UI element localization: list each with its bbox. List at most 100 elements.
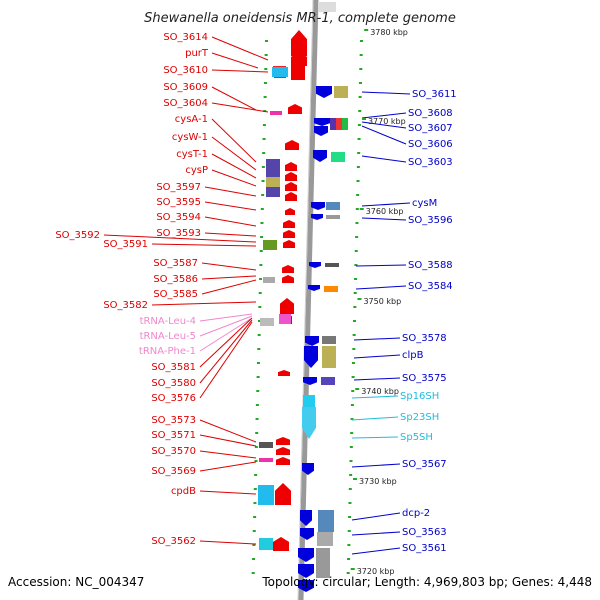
gene-label-cysp: cysP bbox=[185, 165, 208, 176]
gene-label-so_3584: SO_3584 bbox=[408, 281, 453, 292]
tick-mark-right bbox=[357, 138, 361, 140]
gene-label-so_3562: SO_3562 bbox=[151, 536, 196, 547]
tick-mark-left bbox=[261, 194, 265, 196]
tick-mark-left bbox=[257, 334, 261, 336]
gene-label-trna-leu-4: tRNA-Leu-4 bbox=[140, 316, 196, 327]
kbp-tick bbox=[352, 478, 357, 480]
gene-label-so_3610: SO_3610 bbox=[163, 65, 208, 76]
tick-mark-left bbox=[256, 390, 260, 392]
gene-label-cysw-1: cysW-1 bbox=[172, 132, 208, 143]
tick-mark-left bbox=[253, 502, 257, 504]
gene-block-magenta bbox=[270, 111, 282, 115]
gene-arrow-reverse bbox=[303, 377, 317, 385]
tick-mark-left bbox=[265, 40, 268, 42]
kbp-tick bbox=[359, 208, 364, 210]
tick-mark-left bbox=[255, 418, 259, 420]
gene-block-grey bbox=[317, 532, 333, 546]
tick-mark-left bbox=[256, 376, 260, 378]
gene-arrow-forward bbox=[291, 30, 307, 56]
tick-mark-right bbox=[350, 404, 354, 406]
gene-label-sp5sh: Sp5SH bbox=[400, 432, 433, 443]
gene-label-cyst-1: cysT-1 bbox=[176, 149, 208, 160]
gene-arrow-reverse bbox=[311, 202, 325, 210]
tick-mark-left bbox=[258, 292, 262, 294]
tick-mark-right bbox=[360, 40, 363, 42]
leader-line bbox=[211, 153, 257, 179]
gene-arrow-reverse bbox=[298, 580, 314, 592]
gene-arrow-reverse bbox=[309, 262, 321, 268]
gene-block-grey bbox=[318, 2, 336, 12]
leader-line bbox=[204, 186, 257, 197]
gene-label-so_3588: SO_3588 bbox=[408, 260, 453, 271]
tick-mark-left bbox=[256, 362, 260, 364]
gene-label-so_3563: SO_3563 bbox=[402, 527, 447, 538]
leader-line bbox=[353, 354, 401, 359]
tick-mark-left bbox=[252, 544, 256, 546]
gene-labels: SO_3614 purT SO_3610 SO_3609 SO_3604 cysA-1 cy… bbox=[55, 32, 456, 554]
leader-line bbox=[361, 125, 407, 145]
gene-arrow-forward bbox=[291, 52, 307, 66]
gene-arrow-forward bbox=[273, 537, 289, 551]
leader-line bbox=[199, 317, 253, 352]
tick-mark-left bbox=[255, 432, 259, 434]
gene-label-so_3586: SO_3586 bbox=[153, 274, 198, 285]
tick-mark-right bbox=[347, 558, 351, 560]
label-leader-lines bbox=[103, 36, 411, 555]
gene-block-pink bbox=[279, 314, 291, 324]
gene-block-grey bbox=[316, 548, 330, 578]
gene-block-green bbox=[263, 240, 277, 250]
tick-mark-right bbox=[354, 250, 358, 252]
gene-label-trna-leu-5: tRNA-Leu-5 bbox=[140, 331, 196, 342]
gene-arrow-reverse bbox=[305, 336, 319, 346]
gene-label-clpb: clpB bbox=[402, 350, 424, 361]
tick-mark-left bbox=[253, 516, 257, 518]
gene-arrow-forward bbox=[278, 370, 290, 376]
leader-line bbox=[201, 262, 257, 271]
tick-mark-right bbox=[353, 292, 357, 294]
leader-line bbox=[211, 69, 269, 73]
tick-mark-right bbox=[354, 264, 358, 266]
tick-mark-right bbox=[354, 278, 358, 280]
gene-label-so_3575: SO_3575 bbox=[402, 373, 447, 384]
gene-block-purple bbox=[266, 187, 280, 197]
gene-arrow-forward bbox=[276, 437, 290, 445]
gene-block-purple bbox=[330, 118, 336, 130]
genome-title: Shewanella oneidensis MR-1, complete gen… bbox=[144, 11, 456, 26]
gene-label-so_3591: SO_3591 bbox=[103, 239, 148, 250]
tick-mark-left bbox=[258, 320, 261, 322]
gene-block-magenta bbox=[259, 458, 273, 462]
axis-ticks bbox=[251, 40, 363, 574]
tick-mark-right bbox=[358, 82, 362, 84]
gene-arrow-reverse bbox=[314, 126, 328, 136]
leader-line bbox=[361, 121, 407, 129]
tick-mark-left bbox=[260, 236, 264, 238]
gene-arrow-reverse bbox=[302, 407, 316, 439]
gene-block-green bbox=[331, 152, 345, 162]
tick-mark-left bbox=[257, 348, 261, 350]
leader-line bbox=[199, 540, 257, 545]
gene-block-green bbox=[342, 118, 348, 130]
gene-arrow-forward bbox=[283, 230, 295, 238]
tick-mark-left bbox=[254, 474, 258, 476]
gene-block-dark bbox=[322, 336, 336, 344]
gene-label-so_3606: SO_3606 bbox=[408, 139, 453, 150]
tick-mark-right bbox=[348, 502, 352, 504]
tick-mark-left bbox=[262, 138, 266, 140]
leader-line bbox=[204, 232, 257, 237]
kbp-tick bbox=[350, 568, 355, 570]
tick-mark-right bbox=[359, 68, 363, 70]
gene-block-cyan bbox=[272, 67, 288, 77]
leader-line bbox=[361, 202, 411, 207]
gene-label-so_3571: SO_3571 bbox=[151, 430, 196, 441]
leader-line bbox=[361, 155, 407, 163]
gene-label-so_3604: SO_3604 bbox=[163, 98, 208, 109]
tick-mark-right bbox=[348, 488, 352, 490]
gene-arrow-reverse bbox=[308, 285, 320, 291]
leader-line bbox=[199, 319, 253, 384]
gene-arrow-reverse bbox=[316, 86, 332, 98]
gene-label-so_3609: SO_3609 bbox=[163, 82, 208, 93]
gene-block-orange bbox=[324, 286, 338, 292]
tick-mark-right bbox=[349, 446, 353, 448]
tick-mark-right bbox=[358, 110, 362, 112]
leader-line bbox=[351, 531, 401, 536]
